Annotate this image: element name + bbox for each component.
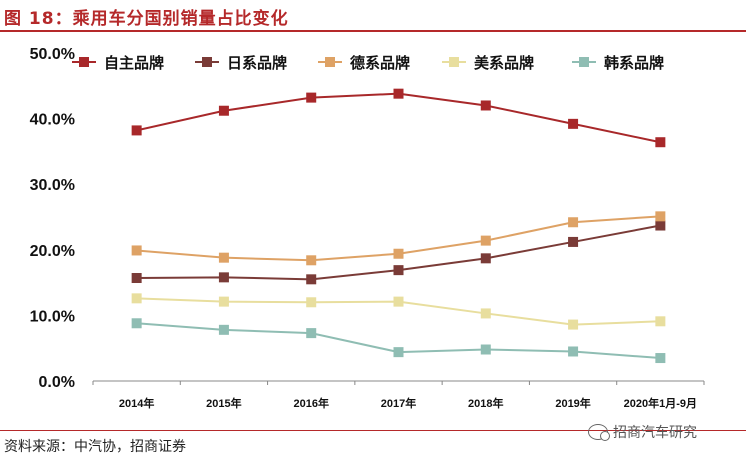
title-divider (0, 30, 746, 32)
data-point (218, 324, 229, 335)
legend-marker (449, 57, 459, 67)
data-point (218, 105, 229, 116)
x-tick-label: 2020年1月-9月 (624, 396, 697, 410)
data-point (655, 316, 666, 327)
data-point (306, 274, 317, 285)
data-point (306, 92, 317, 103)
data-point (393, 248, 404, 259)
y-tick-label: 30.0% (30, 177, 75, 194)
data-point (393, 88, 404, 99)
footer-divider (0, 430, 746, 431)
data-point (131, 293, 142, 304)
data-point (568, 346, 579, 357)
x-tick-label: 2019年 (555, 396, 590, 410)
y-tick-label: 10.0% (30, 308, 75, 325)
data-point (655, 211, 666, 222)
y-tick-label: 0.0% (39, 374, 75, 391)
data-point (393, 296, 404, 307)
x-tick-label: 2018年 (468, 396, 503, 410)
data-point (480, 235, 491, 246)
y-tick-label: 20.0% (30, 243, 75, 260)
data-point (568, 236, 579, 247)
legend-label: 日系品牌 (227, 54, 287, 72)
data-point (480, 344, 491, 355)
data-point (131, 245, 142, 256)
legend-marker (325, 57, 335, 67)
data-point (568, 118, 579, 129)
x-tick-label: 2016年 (293, 396, 328, 410)
data-point (218, 252, 229, 263)
y-tick-label: 50.0% (30, 46, 75, 63)
legend-label: 韩系品牌 (604, 54, 664, 72)
watermark: 招商汽车研究 (588, 422, 697, 442)
legend-marker (202, 57, 212, 67)
data-point (131, 273, 142, 284)
data-point (568, 217, 579, 228)
data-point (306, 297, 317, 308)
x-tick-label: 2014年 (119, 396, 154, 410)
data-point (655, 137, 666, 148)
legend-marker (579, 57, 589, 67)
legend-label: 自主品牌 (104, 54, 164, 72)
data-point (306, 255, 317, 266)
x-tick-label: 2017年 (381, 396, 416, 410)
data-point (480, 253, 491, 264)
y-tick-label: 40.0% (30, 112, 75, 129)
data-point (568, 319, 579, 330)
watermark-text: 招商汽车研究 (613, 425, 697, 441)
legend-marker (79, 57, 89, 67)
data-point (655, 353, 666, 364)
data-point (306, 328, 317, 339)
wechat-icon (588, 424, 610, 441)
data-point (480, 100, 491, 111)
figure-title: 图 18：乘用车分国别销量占比变化 (4, 9, 289, 29)
source-note: 资料来源：中汽协，招商证券 (4, 439, 186, 455)
data-point (393, 265, 404, 276)
data-point (218, 296, 229, 307)
legend-label: 美系品牌 (474, 54, 534, 72)
x-tick-label: 2015年 (206, 396, 241, 410)
data-point (131, 125, 142, 136)
data-point (655, 220, 666, 231)
legend-label: 德系品牌 (350, 54, 410, 72)
data-point (131, 318, 142, 329)
data-point (393, 347, 404, 358)
data-point (480, 308, 491, 319)
data-point (218, 272, 229, 283)
series-line (136, 92, 661, 144)
